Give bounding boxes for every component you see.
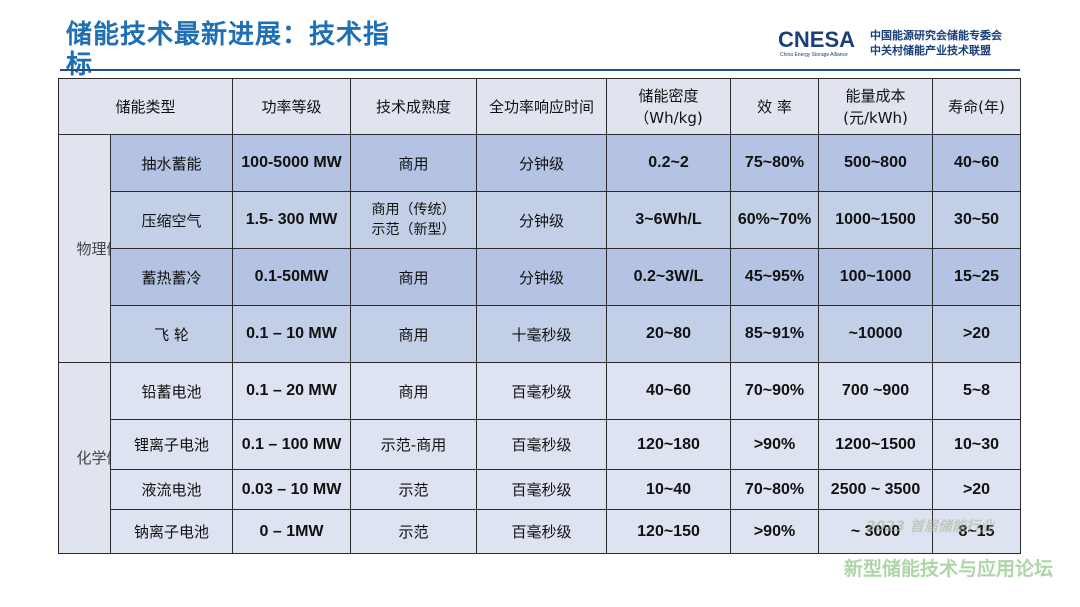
logo-subtitle: China Energy Storage Alliance [780,52,848,58]
row-name: 液流电池 [109,469,234,510]
table-row: 钠离子电池 0 – 1MW 示范 百毫秒级 120~150 >90% ~ 300… [59,509,1022,554]
header-density-l1: 储能密度 [638,86,699,105]
group-label-physical: 物理储电 [58,134,111,363]
row-name: 钠离子电池 [109,509,234,554]
row-response: 十毫秒级 [476,305,608,363]
row-efficiency: 85~91% [730,305,820,363]
row-density: 0.2~2 [606,134,732,192]
row-life: 10~30 [932,419,1022,470]
row-power: 0.03 – 10 MW [232,469,352,510]
row-maturity: 商用 [350,362,478,420]
row-density: 3~6Wh/L [606,191,732,249]
row-power: 0.1 – 20 MW [232,362,352,420]
header-efficiency: 效 率 [730,78,820,135]
table-row: 化学储电 铅蓄电池 0.1 – 20 MW 商用 百毫秒级 40~60 70~9… [58,362,1022,554]
header-cost-l1: 能量成本 [845,86,906,105]
row-efficiency: >90% [730,509,820,554]
row-maturity-l2: 示范（新型） [371,222,456,238]
storage-tech-table: 储能类型 功率等级 技术成熟度 全功率响应时间 储能密度 （Wh/kg) 效 率 … [57,78,1022,554]
page-title: 储能技术最新进展：技术指标 [66,20,391,80]
row-maturity: 商用（传统） 示范（新型） [350,191,478,249]
row-response: 分钟级 [476,134,608,192]
row-life: 15~25 [932,248,1022,306]
header-maturity: 技术成熟度 [350,78,478,135]
logo-cn-line2: 中关村储能产业技术联盟 [870,44,991,57]
row-life: 40~60 [932,134,1022,192]
table-row: 液流电池 0.03 – 10 MW 示范 百毫秒级 10~40 70~80% 2… [59,469,1022,510]
header-life: 寿命(年) [932,78,1022,135]
row-name: 铅蓄电池 [109,362,234,420]
table-row: 物理储电 抽水蓄能 100-5000 MW 商用 分钟级 0.2~2 75~80… [58,134,1022,363]
row-density: 0.2~3W/L [606,248,732,306]
row-power: 1.5- 300 MW [232,191,352,249]
header-row: 储能类型 功率等级 技术成熟度 全功率响应时间 储能密度 （Wh/kg) 效 率 … [57,78,1022,135]
row-density: 40~60 [606,362,732,420]
cnesa-logo: CNESA China Energy Storage Alliance 中国能源… [778,24,1028,60]
row-response: 百毫秒级 [476,509,608,554]
row-maturity: 示范 [350,469,478,510]
watermark-line1: 2023 首届储能行业 [866,519,994,535]
watermark-line2: 新型储能技术与应用论坛 [844,558,1054,580]
row-density: 120~180 [606,419,732,470]
row-efficiency: 60%~70% [730,191,820,249]
header-density: 储能密度 （Wh/kg) [606,78,732,135]
row-density: 10~40 [606,469,732,510]
table-row: 锂离子电池 0.1 – 100 MW 示范-商用 百毫秒级 120~180 >9… [59,419,1022,470]
title-divider [60,69,1020,71]
row-life: >20 [932,305,1022,363]
row-name: 锂离子电池 [109,419,234,470]
row-maturity: 示范 [350,509,478,554]
row-response: 百毫秒级 [476,469,608,510]
row-response: 分钟级 [476,191,608,249]
row-life: 30~50 [932,191,1022,249]
row-efficiency: 45~95% [730,248,820,306]
table-row: 蓄热蓄冷 0.1-50MW 商用 分钟级 0.2~3W/L 45~95% 100… [59,248,1022,306]
row-life: >20 [932,469,1022,510]
row-life: 8~15 [932,509,1022,554]
table-row: 飞 轮 0.1 – 10 MW 商用 十毫秒级 20~80 85~91% ~10… [59,305,1022,363]
row-cost: 100~1000 [818,248,934,306]
row-density: 20~80 [606,305,732,363]
row-efficiency: 75~80% [730,134,820,192]
row-cost: ~10000 [818,305,934,363]
row-name: 压缩空气 [109,191,234,249]
row-cost: ~ 3000 [818,509,934,554]
header-cost: 能量成本 (元/kWh) [818,78,934,135]
row-power: 0.1 – 100 MW [232,419,352,470]
table-row: 压缩空气 1.5- 300 MW 商用（传统） 示范（新型） 分钟级 3~6Wh/… [59,191,1022,249]
row-maturity: 商用 [350,248,478,306]
row-name: 飞 轮 [109,305,234,363]
row-efficiency: 70~90% [730,362,820,420]
row-maturity-l1: 商用（传统） [371,202,456,218]
row-power: 0.1 – 10 MW [232,305,352,363]
row-density: 120~150 [606,509,732,554]
row-life: 5~8 [932,362,1022,420]
row-maturity: 商用 [350,134,478,192]
row-cost: 500~800 [818,134,934,192]
logo-mark: CNESA [778,27,856,52]
header-cost-l2: (元/kWh) [843,108,908,127]
row-maturity: 商用 [350,305,478,363]
row-power: 0 – 1MW [232,509,352,554]
group-label-chemical: 化学储电 [58,362,111,554]
header-density-l2: （Wh/kg) [634,108,703,127]
header-type: 储能类型 [57,78,234,135]
logo-cn-line1: 中国能源研究会储能专委会 [870,29,1002,42]
row-cost: 1000~1500 [818,191,934,249]
row-name: 抽水蓄能 [109,134,234,192]
row-name: 蓄热蓄冷 [109,248,234,306]
row-cost: 2500 ~ 3500 [818,469,934,510]
header-power: 功率等级 [232,78,352,135]
row-efficiency: >90% [730,419,820,470]
row-power: 0.1-50MW [232,248,352,306]
row-response: 分钟级 [476,248,608,306]
header-response: 全功率响应时间 [476,78,608,135]
row-power: 100-5000 MW [232,134,352,192]
row-cost: 1200~1500 [818,419,934,470]
row-response: 百毫秒级 [476,362,608,420]
row-efficiency: 70~80% [730,469,820,510]
row-maturity: 示范-商用 [350,419,478,470]
row-cost: 700 ~900 [818,362,934,420]
row-response: 百毫秒级 [476,419,608,470]
